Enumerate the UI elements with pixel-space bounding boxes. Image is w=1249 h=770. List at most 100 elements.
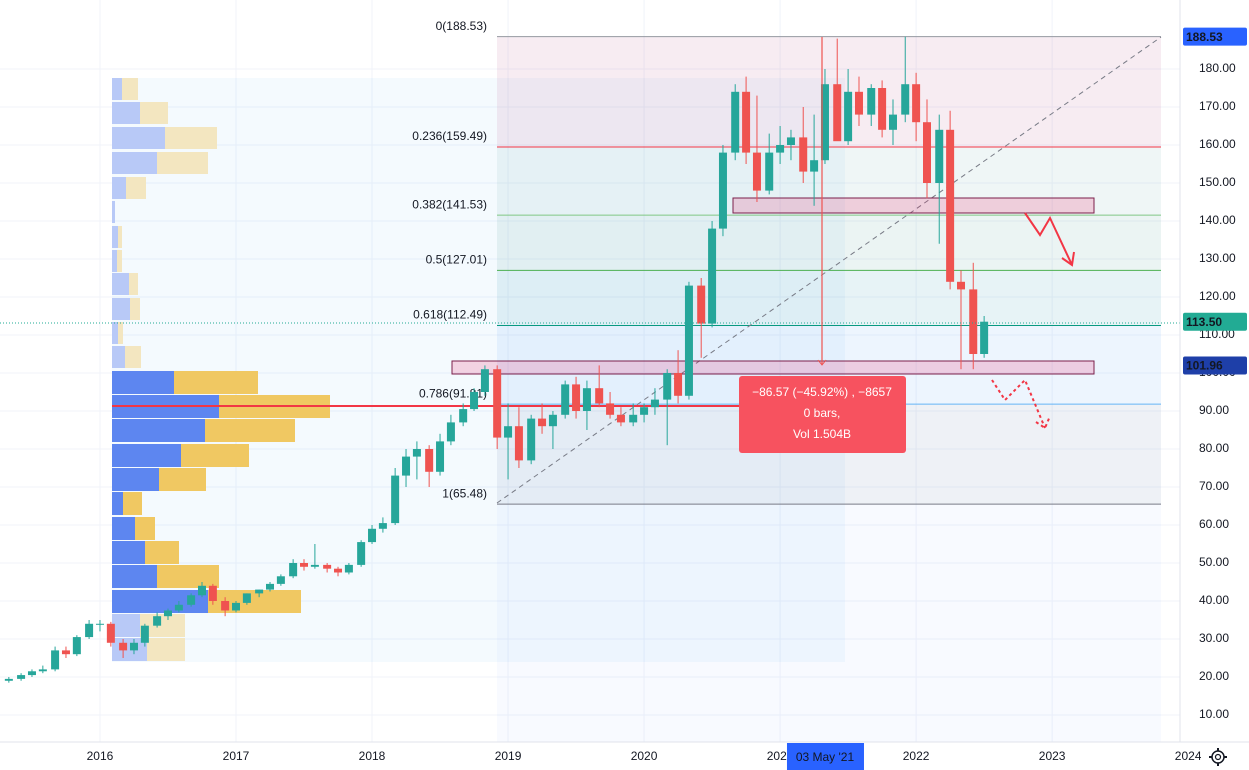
candle-body — [538, 418, 547, 427]
candle-body — [4, 678, 13, 681]
candle-body — [95, 623, 104, 625]
candle-body — [957, 281, 966, 290]
y-tick-label: 10.00 — [1199, 707, 1229, 721]
fib-label: 1(65.48) — [442, 486, 487, 500]
candle-body — [776, 145, 785, 153]
price-badge — [1183, 27, 1247, 46]
y-tick-label: 40.00 — [1199, 593, 1229, 607]
candle-body — [616, 414, 625, 423]
candle-body — [119, 642, 128, 651]
x-tick-label: 2019 — [495, 749, 522, 763]
candle-body — [276, 576, 285, 584]
candle-body — [650, 399, 659, 408]
candle-body — [255, 589, 264, 594]
candle-body — [810, 160, 819, 172]
candle-body — [888, 114, 897, 130]
candle-body — [51, 650, 60, 670]
price-badge-label: 113.50 — [1186, 315, 1222, 329]
candle-body — [208, 585, 217, 601]
y-tick-label: 60.00 — [1199, 517, 1229, 531]
fib-band — [497, 215, 1161, 271]
candle-body — [17, 675, 26, 679]
candle-body — [922, 122, 931, 184]
price-axis — [1180, 0, 1249, 770]
candle-body — [378, 523, 387, 529]
candle-body — [187, 595, 196, 605]
candle-body — [697, 285, 706, 324]
candle-body — [300, 562, 309, 567]
arrows — [991, 212, 1075, 430]
candle-body — [446, 422, 455, 442]
candle-body — [731, 91, 740, 153]
candle-body — [878, 88, 887, 130]
candle-body — [323, 564, 332, 569]
candle-body — [61, 650, 70, 655]
fib-label: 0.786(91.81) — [419, 386, 487, 400]
candle-body — [459, 409, 468, 423]
candle-body — [106, 623, 115, 643]
x-tick-label: 2024 — [1175, 749, 1202, 763]
candle-body — [514, 426, 523, 461]
y-tick-label: 70.00 — [1199, 479, 1229, 493]
fib-label: 0.382(141.53) — [412, 197, 487, 211]
candle-body — [640, 407, 649, 415]
candle-body — [85, 623, 94, 638]
candle-body — [606, 403, 615, 415]
candle-body — [174, 604, 183, 611]
candle-body — [27, 671, 36, 676]
axes: 10.00 20.00 30.00 40.00 50.00 60.00 70.00 80.00… — [87, 27, 1247, 770]
candle-body — [912, 84, 921, 123]
y-tick-label: 170.00 — [1199, 99, 1236, 113]
fib-band — [497, 146, 1161, 216]
candle-body — [391, 475, 400, 524]
candle-body — [197, 585, 206, 596]
price-badge-label: 188.53 — [1186, 30, 1223, 44]
candle-body — [129, 642, 138, 651]
time-axis — [0, 742, 1180, 770]
fib-trend — [496, 36, 1162, 504]
candle-body — [786, 137, 795, 146]
crosshair-date-badge — [786, 743, 864, 770]
y-tick-label: 180.00 — [1199, 61, 1236, 75]
fib-band — [497, 270, 1161, 326]
x-tick-label: 2023 — [1039, 749, 1066, 763]
candle-body — [752, 152, 761, 191]
candle-body — [140, 625, 149, 643]
candle-body — [72, 637, 81, 655]
volume-profile — [112, 78, 740, 661]
tooltip-line: −86.57 (−45.92%) , −8657 — [752, 385, 892, 399]
x-tick-label: 2017 — [223, 749, 250, 763]
candle-body — [493, 369, 502, 438]
y-tick-label: 140.00 — [1199, 213, 1236, 227]
candle-body — [480, 369, 489, 392]
candle-body — [708, 228, 717, 324]
y-tick-label: 90.00 — [1199, 403, 1229, 417]
candle-body — [935, 129, 944, 184]
settings-icon[interactable] — [1209, 748, 1227, 766]
candle-body — [901, 84, 910, 115]
candles — [4, 36, 989, 683]
x-tick-label: 2020 — [631, 749, 658, 763]
tooltip-line: 0 bars, — [804, 406, 841, 420]
zones — [451, 197, 1095, 375]
candle-body — [595, 388, 604, 404]
y-tick-label: 160.00 — [1199, 137, 1236, 151]
candle-body — [820, 84, 829, 161]
candle-body — [221, 600, 230, 611]
candle-body — [425, 448, 434, 472]
crosshair-date: 03 May '21 — [796, 750, 855, 764]
candle-body — [368, 528, 377, 543]
x-tick-label: 2016 — [87, 749, 114, 763]
candle-body — [504, 426, 513, 438]
candle-body — [572, 384, 581, 411]
candle-body — [242, 593, 251, 603]
fib-label: 0.236(159.49) — [412, 129, 487, 143]
tooltip-line: Vol 1.504B — [793, 427, 851, 441]
y-tick-label: 130.00 — [1199, 251, 1236, 265]
candle-body — [289, 562, 298, 577]
candle-body — [357, 542, 366, 565]
candle-body — [684, 285, 693, 396]
fib-label: 0(188.53) — [436, 19, 487, 33]
candle-body — [38, 669, 47, 672]
